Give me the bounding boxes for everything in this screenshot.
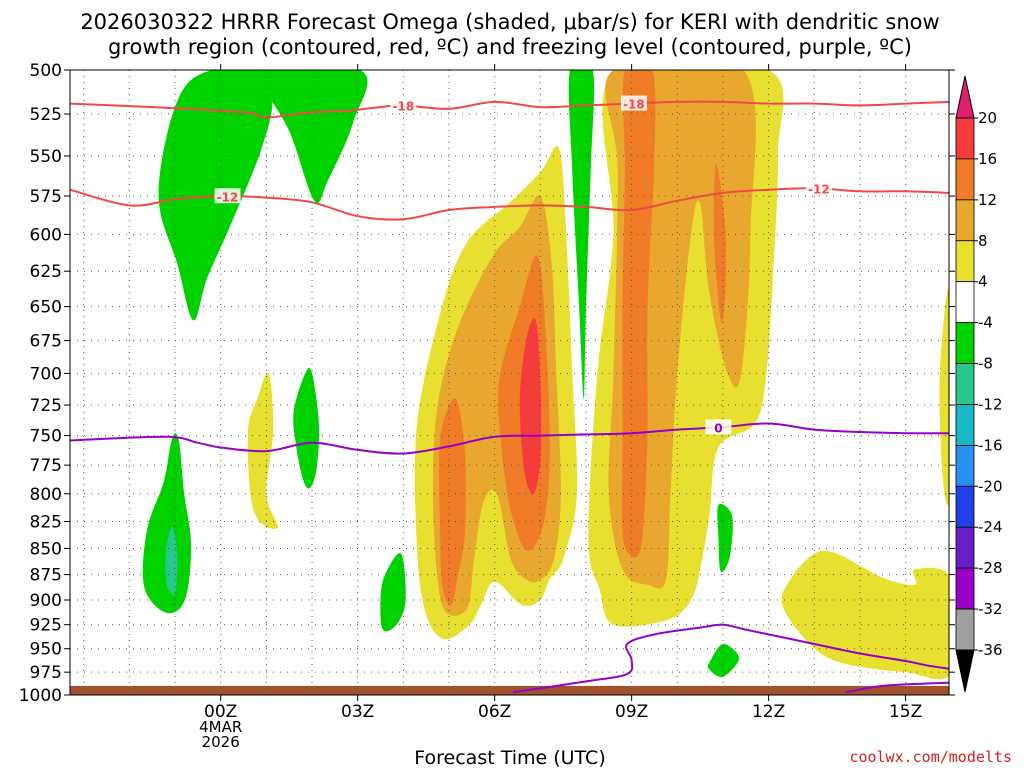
colorbar-label: -28 bbox=[978, 559, 1003, 577]
x-tick-label: 06Z bbox=[478, 702, 511, 722]
chart-title-line-2: growth region (contoured, red, ºC) and f… bbox=[108, 35, 912, 59]
colorbar-label: -24 bbox=[978, 518, 1003, 536]
colorbar-label: -36 bbox=[978, 641, 1003, 659]
omega-region bbox=[438, 398, 466, 606]
omega-region bbox=[238, 70, 368, 203]
colorbar-top-arrow bbox=[955, 75, 975, 119]
colorbar-label: -4 bbox=[978, 314, 993, 332]
contour-label-background bbox=[620, 95, 647, 111]
omega-shading bbox=[70, 70, 949, 695]
x-tick-label: 03Z bbox=[341, 702, 374, 722]
colorbar-segment bbox=[955, 608, 975, 651]
y-tick-label: 875 bbox=[30, 566, 62, 586]
colorbar-segment bbox=[955, 526, 975, 569]
freezing-level-zero bbox=[512, 623, 949, 694]
y-tick-label: 625 bbox=[30, 262, 62, 282]
contour-label: -12 bbox=[217, 190, 239, 204]
omega-region bbox=[713, 164, 727, 323]
y-tick-label: 825 bbox=[30, 513, 62, 533]
y-tick-label: 800 bbox=[30, 485, 62, 505]
colorbar-segment bbox=[955, 322, 975, 364]
contour-labels: -18 -18 -12 -12 0 bbox=[214, 95, 832, 435]
colorbar-segment bbox=[955, 444, 975, 487]
contour-label-background bbox=[390, 97, 417, 113]
y-tick-label: 850 bbox=[30, 539, 62, 559]
colorbar: 20 16 12 8 4 -4 -8 -12 -16 -20 -24 -28 -32 -36 bbox=[955, 75, 1003, 693]
contour-label-background bbox=[214, 188, 241, 204]
x-tick-label: 09Z bbox=[615, 702, 648, 722]
omega-region bbox=[142, 433, 192, 614]
plot-frame bbox=[69, 69, 950, 696]
contour-label-background bbox=[805, 180, 832, 196]
colorbar-label: -8 bbox=[978, 355, 993, 373]
omega-region bbox=[939, 289, 949, 506]
y-tick-label: 575 bbox=[30, 187, 62, 207]
y-tick-label: 750 bbox=[30, 427, 62, 447]
colorbar-segment bbox=[955, 240, 975, 283]
omega-region bbox=[293, 367, 320, 489]
colorbar-segment bbox=[955, 485, 975, 528]
y-tick-label: 775 bbox=[30, 456, 62, 476]
y-tick-label: 550 bbox=[30, 147, 62, 167]
colorbar-bottom-arrow bbox=[955, 649, 975, 693]
y-tick-label: 675 bbox=[30, 332, 62, 352]
colorbar-segment bbox=[955, 117, 975, 160]
y-tick-label: 650 bbox=[30, 298, 62, 318]
colorbar-segment bbox=[955, 363, 975, 405]
colorbar-label: 20 bbox=[978, 109, 997, 127]
x-tick-label: 4MAR bbox=[199, 718, 242, 736]
contour-label: -12 bbox=[808, 182, 830, 196]
pressure-axis: 500 525 550 575 600 625 650 675 700 725 750 775 800 8… bbox=[19, 61, 955, 706]
y-tick-label: 975 bbox=[30, 663, 62, 683]
y-tick-label: 725 bbox=[30, 396, 62, 416]
y-tick-label: 950 bbox=[30, 640, 62, 660]
colorbar-label: -20 bbox=[978, 477, 1003, 495]
isotherm-minus-18 bbox=[70, 100, 949, 119]
colorbar-label: 12 bbox=[978, 191, 997, 209]
colorbar-segment bbox=[955, 404, 975, 446]
omega-region bbox=[519, 318, 542, 495]
contour-label: -18 bbox=[623, 98, 645, 112]
y-tick-label: 500 bbox=[30, 61, 62, 81]
x-tick-label: 15Z bbox=[889, 702, 922, 722]
contour-label: -18 bbox=[392, 99, 414, 113]
freezing-level-zero bbox=[70, 422, 949, 455]
chart-title-line-1: 2026030322 HRRR Forecast Omega (shaded, … bbox=[80, 10, 939, 34]
y-tick-label: 925 bbox=[30, 616, 62, 636]
omega-region bbox=[781, 550, 949, 680]
colorbar-segment bbox=[955, 199, 975, 242]
grid bbox=[70, 70, 949, 695]
y-tick-label: 900 bbox=[30, 591, 62, 611]
credit-text: coolwx.com/modelts bbox=[849, 748, 1012, 766]
x-tick-label: 00Z bbox=[204, 702, 237, 722]
omega-region bbox=[707, 643, 739, 678]
x-tick-label: 12Z bbox=[752, 702, 785, 722]
colorbar-segment bbox=[955, 281, 975, 324]
colorbar-label: 8 bbox=[978, 232, 988, 250]
ground-surface-band bbox=[70, 685, 949, 695]
colorbar-label: 4 bbox=[978, 273, 988, 291]
colorbar-label: -12 bbox=[978, 395, 1003, 413]
x-axis-title: Forecast Time (UTC) bbox=[414, 747, 605, 768]
y-tick-label: 700 bbox=[30, 364, 62, 384]
omega-region bbox=[165, 526, 178, 595]
colorbar-segment bbox=[955, 158, 975, 201]
contour-label-background bbox=[705, 419, 732, 435]
colorbar-label: -32 bbox=[978, 600, 1003, 618]
y-tick-label: 1000 bbox=[19, 686, 62, 706]
y-tick-label: 600 bbox=[30, 225, 62, 245]
colorbar-segment bbox=[955, 567, 975, 610]
contour-label: 0 bbox=[714, 421, 722, 435]
x-tick-label: 2026 bbox=[202, 733, 240, 751]
omega-region bbox=[717, 503, 733, 573]
y-tick-label: 525 bbox=[30, 105, 62, 125]
colorbar-label: -16 bbox=[978, 436, 1003, 454]
omega-region bbox=[380, 553, 406, 632]
colorbar-label: 16 bbox=[978, 150, 997, 168]
